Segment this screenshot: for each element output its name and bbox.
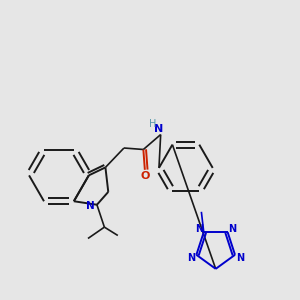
Text: N: N [236,254,244,263]
Text: N: N [228,224,236,233]
Text: N: N [154,124,163,134]
Text: O: O [140,171,149,182]
Text: N: N [195,224,203,233]
Text: H: H [149,119,157,129]
Text: N: N [86,201,95,211]
Text: N: N [188,254,196,263]
